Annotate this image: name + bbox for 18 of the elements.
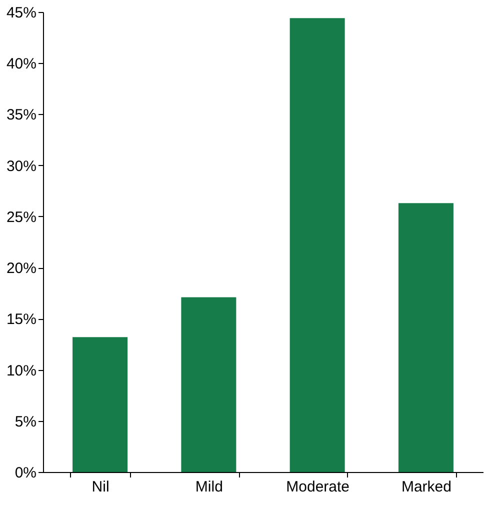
x-tick-label: Mild <box>195 478 223 496</box>
x-tick-label: Moderate <box>286 478 350 496</box>
y-tick-label: 10% <box>6 362 36 380</box>
y-tick-label: 15% <box>6 311 36 328</box>
y-tick-label: 45% <box>6 4 36 22</box>
bar <box>398 203 454 472</box>
y-tick-label: 20% <box>6 260 36 278</box>
bar <box>72 337 128 472</box>
y-tick-label: 5% <box>14 413 36 430</box>
y-tick-label: 40% <box>6 56 36 73</box>
y-tick-label: 25% <box>6 208 36 226</box>
y-tick-label: 0% <box>14 464 36 482</box>
x-tick-label: Nil <box>92 478 110 496</box>
y-tick-label: 30% <box>6 158 36 175</box>
x-tick-label: Marked <box>401 478 452 496</box>
bar <box>290 18 345 472</box>
bar <box>181 297 236 472</box>
y-tick-label: 35% <box>6 106 36 124</box>
